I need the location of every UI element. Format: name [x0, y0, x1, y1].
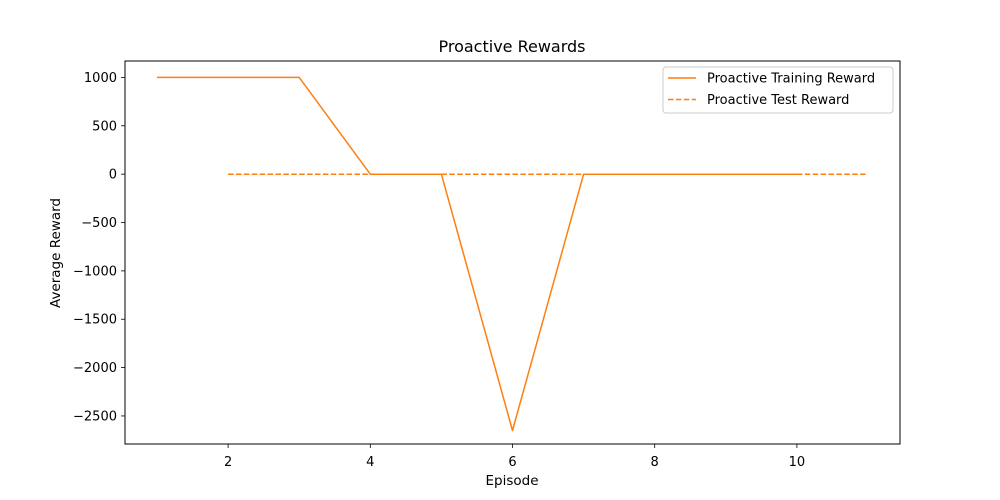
- y-tick-label: 1000: [84, 71, 117, 86]
- plot-area: [124, 60, 901, 445]
- legend-box: [662, 66, 894, 114]
- x-tick-label: 10: [789, 455, 806, 470]
- y-tick-label: 500: [92, 119, 117, 134]
- chart-title: Proactive Rewards: [438, 37, 585, 56]
- x-tick-label: 6: [508, 455, 516, 470]
- y-tick-label: −1500: [73, 313, 117, 328]
- y-tick-label: −500: [81, 216, 117, 231]
- y-tick-label: −2000: [73, 361, 117, 376]
- series-line-1: [157, 76, 797, 432]
- legend: Proactive Training Reward Proactive Test …: [662, 66, 894, 114]
- y-axis: 1000 500 0 −500 −1000 −1500 −2000 −2500: [73, 71, 125, 424]
- x-axis: 2 4 6 8 10: [224, 444, 805, 470]
- y-axis-title: Average Reward: [48, 198, 64, 308]
- x-tick-label: 8: [651, 455, 659, 470]
- y-tick-label: −2500: [73, 409, 117, 424]
- legend-label-2: Proactive Test Reward: [707, 93, 849, 108]
- x-tick-label: 2: [224, 455, 232, 470]
- y-tick-label: −1000: [73, 264, 117, 279]
- axes-frame: [124, 60, 901, 445]
- legend-label-1: Proactive Training Reward: [707, 72, 875, 87]
- x-axis-title: Episode: [485, 473, 538, 489]
- x-tick-label: 4: [366, 455, 374, 470]
- y-tick-label: 0: [109, 168, 117, 183]
